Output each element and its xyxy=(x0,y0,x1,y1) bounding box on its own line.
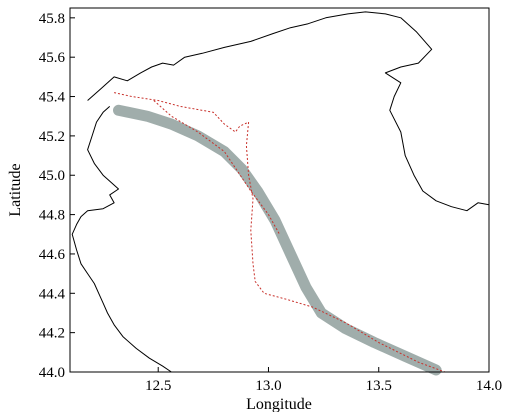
x-tick-label: 14.0 xyxy=(476,378,502,394)
plot-area xyxy=(71,11,490,376)
coastline-line-0 xyxy=(87,11,490,212)
y-tick-label: 44.0 xyxy=(39,365,65,381)
ship-track-line-4 xyxy=(153,100,280,235)
y-tick-label: 44.6 xyxy=(39,247,66,263)
y-tick-label: 45.2 xyxy=(39,129,65,145)
y-tick-label: 44.8 xyxy=(39,208,65,224)
y-tick-labels: 44.0 44.2 44.4 44.6 44.8 45.0 45.2 45.4 45.6 45.8 xyxy=(39,11,75,381)
x-tick-labels: 12.5 13.0 13.5 14.0 xyxy=(145,367,502,394)
y-tick-label: 45.0 xyxy=(39,168,65,184)
y-tick-label: 45.8 xyxy=(39,11,65,27)
y-axis-label: Latitude xyxy=(7,163,24,216)
x-tick-label: 12.5 xyxy=(145,378,171,394)
y-tick-label: 45.6 xyxy=(39,50,66,66)
ship-track-line-2 xyxy=(113,104,442,376)
coastline-line-1 xyxy=(71,106,172,373)
plot-frame xyxy=(69,7,490,373)
x-tick-label: 13.0 xyxy=(255,378,281,394)
y-tick-label: 44.4 xyxy=(39,286,66,302)
x-tick-label: 13.5 xyxy=(366,378,392,394)
ship-track-line-3 xyxy=(113,92,446,373)
y-tick-label: 45.4 xyxy=(39,90,66,106)
y-tick-label: 44.2 xyxy=(39,326,65,342)
x-axis-label: Longitude xyxy=(246,396,312,412)
series-layer xyxy=(71,11,490,376)
